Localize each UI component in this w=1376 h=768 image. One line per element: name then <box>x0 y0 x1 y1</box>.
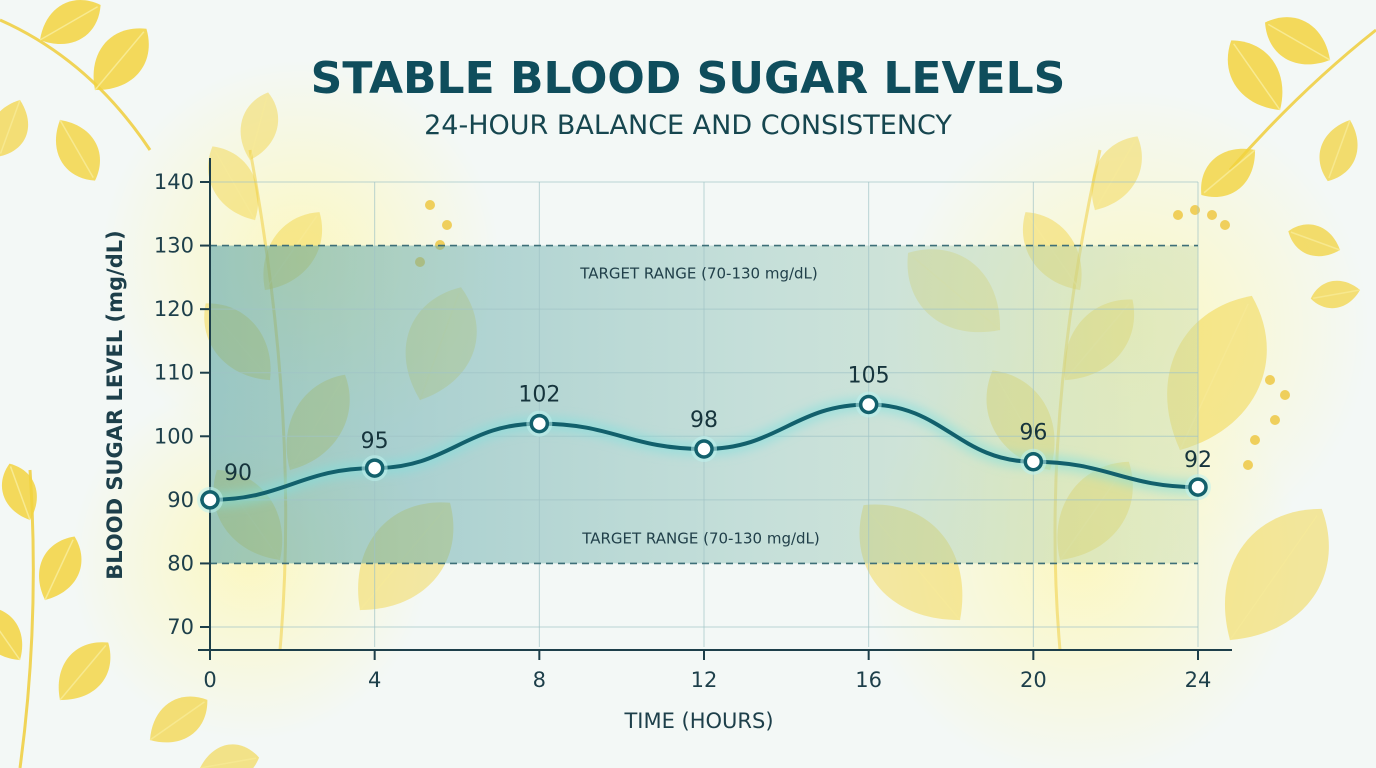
leaf-decoration <box>1288 224 1341 257</box>
leaf-decoration <box>208 146 259 221</box>
y-tick-label: 110 <box>154 361 194 385</box>
stem-decoration <box>0 18 152 151</box>
leaf-decoration <box>1265 17 1331 65</box>
x-tick-label: 20 <box>1020 668 1047 692</box>
leaf-decoration <box>1225 508 1329 641</box>
data-point <box>858 394 879 415</box>
leaf-decoration <box>39 536 82 601</box>
data-point <box>364 458 385 478</box>
data-point <box>1188 477 1208 497</box>
data-label: 98 <box>690 408 718 433</box>
data-point <box>694 439 714 459</box>
data-label: 105 <box>848 364 890 389</box>
target-range-annotation-top: TARGET RANGE (70-130 mg/dL) <box>579 265 818 283</box>
y-axis-ticks: 70 80 90 100 110 120 130 140 <box>154 170 210 639</box>
berry-decoration <box>1173 210 1183 220</box>
leaf-decoration <box>199 744 260 768</box>
x-tick-label: 4 <box>368 668 381 692</box>
y-tick-label: 90 <box>167 488 194 512</box>
leaf-decoration <box>1227 40 1283 111</box>
target-range-annotation-bottom: TARGET RANGE (70-130 mg/dL) <box>581 529 820 547</box>
leaf-decoration <box>1319 119 1358 182</box>
y-tick-label: 130 <box>154 234 194 258</box>
y-axis-label: BLOOD SUGAR LEVEL (mg/dL) <box>103 230 127 579</box>
data-point <box>529 413 550 434</box>
data-label: 102 <box>518 383 560 408</box>
data-label: 96 <box>1019 421 1047 446</box>
data-label: 95 <box>361 429 389 454</box>
y-tick-label: 140 <box>154 170 194 194</box>
x-tick-label: 0 <box>203 668 216 692</box>
x-tick-label: 16 <box>855 668 882 692</box>
chart-title: STABLE BLOOD SUGAR LEVELS <box>311 53 1066 104</box>
data-label: 92 <box>1184 448 1212 473</box>
data-labels: 90 95 102 98 105 96 92 <box>224 364 1212 486</box>
data-points <box>197 391 1211 513</box>
chart-subtitle: 24-HOUR BALANCE AND CONSISTENCY <box>424 110 952 141</box>
data-point <box>200 490 220 510</box>
leaf-decoration <box>93 28 149 91</box>
leaf-decoration <box>58 642 111 701</box>
leaf-decoration <box>1310 280 1361 309</box>
y-tick-label: 80 <box>167 551 194 575</box>
berry-decoration <box>1250 435 1260 445</box>
grid-lines <box>210 181 1199 647</box>
leaf-decoration <box>1091 136 1142 211</box>
y-tick-label: 70 <box>167 615 194 639</box>
leaf-decoration <box>240 92 279 161</box>
leaf-decoration <box>0 99 29 157</box>
leaf-decoration <box>1 463 37 521</box>
berry-decoration <box>1265 375 1275 385</box>
x-tick-label: 12 <box>691 668 718 692</box>
leaf-decoration <box>0 606 23 661</box>
y-tick-label: 120 <box>154 297 194 321</box>
berry-decoration <box>1220 220 1230 230</box>
berry-decoration <box>425 200 435 210</box>
berry-decoration <box>1270 415 1280 425</box>
x-axis-label: TIME (HOURS) <box>623 709 773 733</box>
data-point <box>1023 451 1044 472</box>
data-label: 90 <box>224 461 252 486</box>
y-tick-label: 100 <box>154 424 194 448</box>
berry-decoration <box>1280 390 1290 400</box>
x-axis-ticks: 0 4 8 12 16 20 24 <box>203 650 1211 692</box>
x-tick-label: 24 <box>1185 668 1212 692</box>
berry-decoration <box>1207 210 1217 220</box>
leaf-decoration <box>1201 148 1256 197</box>
x-tick-label: 8 <box>533 668 546 692</box>
berry-decoration <box>1243 460 1253 470</box>
leaf-decoration <box>149 696 208 743</box>
leaf-decoration <box>56 119 100 181</box>
leaf-decoration <box>39 0 101 44</box>
berry-decoration <box>442 220 452 230</box>
